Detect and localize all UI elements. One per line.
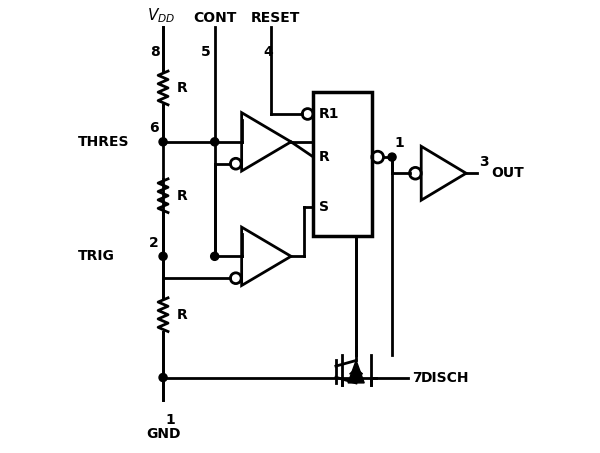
Circle shape [352,373,360,381]
Circle shape [388,153,396,161]
Text: RESET: RESET [251,11,300,25]
Text: 6: 6 [149,121,158,135]
Circle shape [211,252,219,260]
Bar [313,92,372,236]
Text: THRES: THRES [78,135,129,149]
Circle shape [159,138,167,146]
Text: R: R [176,189,187,202]
Text: 4: 4 [263,45,273,59]
Text: 3: 3 [479,155,489,169]
Text: OUT: OUT [491,166,524,180]
Text: R: R [176,81,187,95]
Polygon shape [350,368,362,374]
Text: DISCH: DISCH [421,371,470,385]
Text: $V_{DD}$: $V_{DD}$ [146,6,175,25]
Text: R1: R1 [319,107,340,121]
Circle shape [159,252,167,260]
Text: R: R [319,150,329,164]
Text: R: R [176,308,187,322]
Text: 1: 1 [166,414,175,428]
Text: CONT: CONT [193,11,236,25]
Text: 5: 5 [202,45,211,59]
Text: 7: 7 [412,371,422,385]
Text: TRIG: TRIG [78,249,115,263]
Text: S: S [319,200,329,214]
Circle shape [211,138,219,146]
Text: 8: 8 [150,45,160,59]
Circle shape [159,373,167,381]
Polygon shape [348,361,364,383]
Text: 1: 1 [394,136,404,150]
Text: 2: 2 [149,236,158,250]
Text: GND: GND [146,427,181,441]
